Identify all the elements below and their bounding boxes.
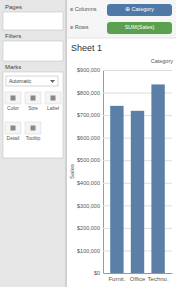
x-axis: Furnit. OfficeTechno. [104,274,173,283]
y-tick-label: $600,000 [77,135,100,141]
y-tick: $900,000 [77,67,172,73]
bar [110,106,123,273]
mark-button-icon [31,96,36,101]
pages-label: Pages [5,4,22,10]
auto-label: Automatic [9,78,32,84]
x-axis-line [104,273,173,274]
mark-button[interactable] [25,122,41,134]
legend-title: Category [151,58,174,64]
columns-pill[interactable] [107,4,172,16]
mark-button-label: Color [7,105,19,111]
sidebar-bg [0,0,66,287]
mark-button[interactable] [45,92,61,104]
filters-label: Filters [5,33,21,39]
bar [151,84,164,273]
toolbar-border [67,38,176,39]
mark-button-icon [51,96,56,101]
mark-button-icon [31,126,36,131]
bars [110,84,165,273]
rows-pill[interactable] [107,22,172,34]
columns-label: ≡ Columns [70,6,97,12]
marks-box [3,72,63,158]
y-axis-line [104,71,173,274]
y-tick-label: $500,000 [77,157,100,163]
mark-button[interactable] [25,92,41,104]
x-tick: Furnit. [108,276,125,282]
dropdown-arrow [50,80,55,83]
rows-pill-label: SUM(Sales) [125,24,155,30]
y-tick-label: $400,000 [77,180,100,186]
grid-line [103,70,172,71]
mark-button-label: Tooltip [26,135,41,141]
chart-svg: Pages Filters Marks Automatic Color Size Label… [0,0,176,287]
y-tick-label: $200,000 [77,225,100,231]
x-tick: Techno. [148,276,169,282]
x-tick-label: Office [130,276,146,282]
bar [131,111,144,273]
y-tick-label: $900,000 [77,67,100,73]
marks-label: Marks [5,64,21,70]
y-tick-label: $700,000 [77,112,100,118]
columns-pill-label: ⊕ Category [125,6,154,12]
mark-button[interactable] [5,122,21,134]
chart-title: Sheet 1 [71,43,102,53]
grid-line [103,273,172,274]
y-tick-label: $100,000 [77,248,100,254]
y-tick-label: $0 [94,270,100,276]
y-tick-label: $300,000 [77,203,100,209]
rows-label: ≡ Rows [70,24,89,30]
y-tick-label: $800,000 [77,90,100,96]
mark-button-icon [11,96,16,101]
auto-dropdown[interactable] [6,76,58,86]
toolbar: ≡ Columns ⊕ Category ≡ Rows SUM(Sales) [67,0,176,38]
x-tick-label: Furnit. [108,276,125,282]
mark-button-label: Detail [7,135,20,141]
y-axis: $0 $100,000 $200,000 $300,000 $400,000 $500,0… [77,67,172,276]
y-axis-title: Sales [69,164,75,179]
toolbar-bg [67,0,176,38]
x-tick: Office [130,276,146,282]
filters-box [3,41,63,61]
pages-box [3,12,63,30]
mark-button-icon [11,126,16,131]
mark-button-label: Size [28,105,38,111]
sidebar: Pages Filters Marks Automatic Color Size Label… [0,0,66,287]
mark-button-label: Label [47,105,59,111]
mark-button[interactable] [5,92,21,104]
divider [66,0,67,287]
x-tick-label: Techno. [148,276,169,282]
